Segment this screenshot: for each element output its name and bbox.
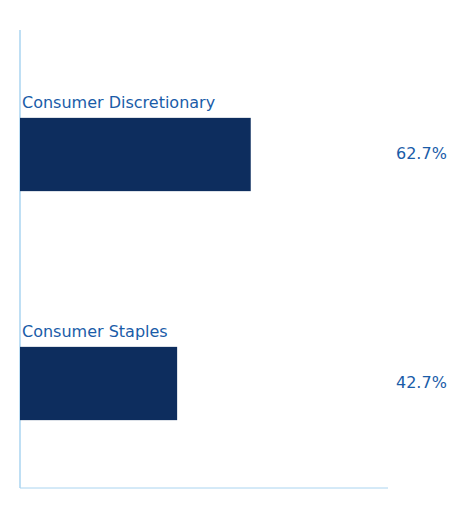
category-label: Consumer Staples — [22, 322, 168, 341]
category-label: Consumer Discretionary — [22, 93, 215, 112]
bars — [20, 118, 251, 420]
chart-container: Consumer Discretionary 62.7% Consumer Stap… — [0, 0, 468, 528]
bar — [20, 347, 177, 420]
value-label: 62.7% — [396, 144, 447, 163]
value-label: 42.7% — [396, 373, 447, 392]
chart: Consumer Discretionary 62.7% Consumer Stap… — [0, 0, 468, 528]
bar — [20, 118, 251, 191]
x-axis-line — [20, 488, 388, 489]
labels: Consumer Discretionary 62.7% Consumer Stap… — [22, 93, 447, 392]
